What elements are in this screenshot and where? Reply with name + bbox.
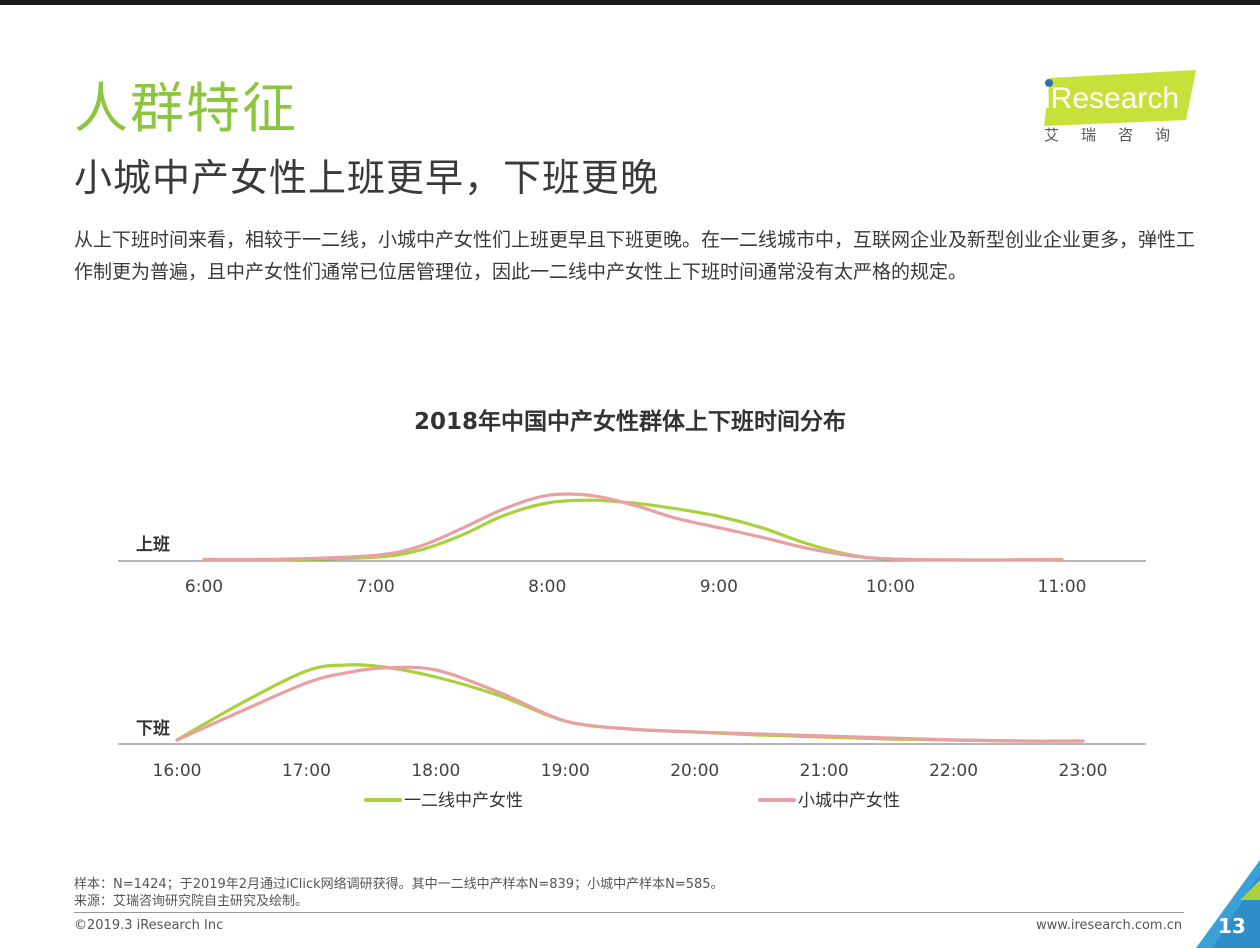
- page-number: 13: [1218, 914, 1246, 938]
- legend-label-1: 小城中产女性: [798, 791, 900, 811]
- series-line-small-0: [202, 492, 1064, 562]
- website-link[interactable]: www.iresearch.com.cn: [1036, 918, 1183, 933]
- logo-brand-text: iResearch: [1044, 82, 1179, 115]
- x-tick-label: 17:00: [282, 761, 331, 781]
- iresearch-logo: iResearch: [1044, 70, 1196, 126]
- sample-note: 样本：N=1424；于2019年2月通过iClick网络调研获得。其中一二线中产…: [74, 877, 724, 892]
- x-tick-label: 8:00: [528, 577, 566, 597]
- x-tick-label: 21:00: [800, 761, 849, 781]
- legend-label-0: 一二线中产女性: [404, 791, 523, 811]
- x-tick-label: 20:00: [670, 761, 719, 781]
- x-tick-label: 22:00: [929, 761, 978, 781]
- x-tick-label: 16:00: [153, 761, 202, 781]
- footnotes: 样本：N=1424；于2019年2月通过iClick网络调研获得。其中一二线中产…: [74, 876, 724, 910]
- intro-paragraph: 从上下班时间来看，相较于一二线，小城中产女性们上班更早且下班更晚。在一二线城市中…: [74, 229, 1196, 283]
- page-headline: 小城中产女性上班更早，下班更晚: [74, 156, 660, 200]
- x-tick-label: 9:00: [700, 577, 738, 597]
- footer-divider: [74, 912, 1184, 913]
- x-tick-label: 19:00: [541, 761, 590, 781]
- top-border: [0, 0, 1260, 5]
- panel-label-0: 上班: [136, 535, 170, 555]
- x-tick-label: 7:00: [357, 577, 395, 597]
- copyright-text: ©2019.3 iResearch Inc: [74, 918, 224, 933]
- time-distribution-chart: 上班 6:00 7:00 8:00 9:00 10:00 11:00 下班 16:00 17:00…: [118, 492, 1146, 811]
- series-line-tier12-0: [202, 498, 1064, 562]
- source-note: 来源：艾瑞咨询研究院自主研究及绘制。: [74, 894, 309, 909]
- x-tick-label: 23:00: [1059, 761, 1108, 781]
- logo-subtitle: 艾瑞咨询: [1044, 126, 1193, 144]
- x-tick-label: 11:00: [1038, 577, 1087, 597]
- series-line-small-1: [175, 665, 1085, 743]
- x-tick-label: 6:00: [185, 577, 223, 597]
- x-tick-label: 18:00: [411, 761, 460, 781]
- panel-label-1: 下班: [136, 719, 170, 739]
- chart-title: 2018年中国中产女性群体上下班时间分布: [413, 409, 846, 435]
- x-tick-label: 10:00: [866, 577, 915, 597]
- section-title: 人群特征: [74, 77, 298, 140]
